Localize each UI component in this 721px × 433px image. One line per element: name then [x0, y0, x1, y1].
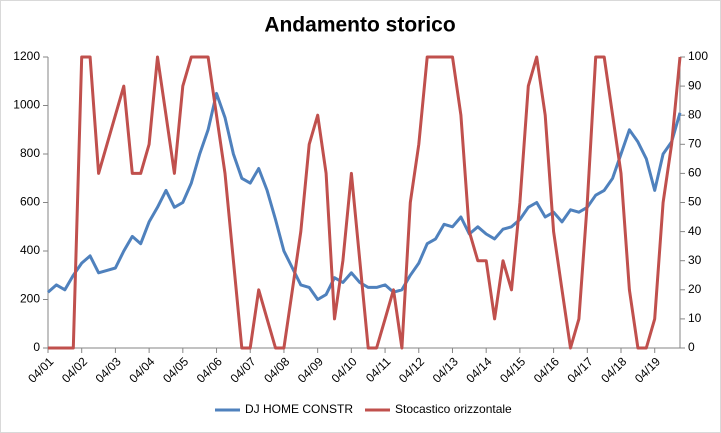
series-line: [48, 55, 682, 350]
chart-title: Andamento storico: [264, 14, 455, 37]
legend-label: Stocastico orizzontale: [395, 402, 512, 416]
series-line: [47, 91, 682, 301]
y2-tick-label: 90: [688, 78, 702, 92]
y-tick-label: 1000: [13, 98, 40, 112]
y-tick-label: 600: [20, 195, 40, 209]
y2-tick-label: 10: [688, 311, 702, 325]
y2-tick-label: 100: [688, 49, 708, 63]
y2-tick-label: 50: [688, 195, 702, 209]
y2-tick-label: 80: [688, 107, 702, 121]
y-tick-label: 200: [20, 292, 40, 306]
y2-tick-label: 70: [688, 136, 702, 150]
y-tick-label: 800: [20, 146, 40, 160]
y2-tick-label: 20: [688, 282, 702, 296]
y2-tick-label: 30: [688, 253, 702, 267]
legend-label: DJ HOME CONSTR: [245, 402, 353, 416]
y2-tick-label: 60: [688, 166, 702, 180]
y-tick-label: 400: [20, 243, 40, 257]
y-tick-label: 0: [33, 340, 40, 354]
y2-tick-label: 0: [688, 340, 695, 354]
y-tick-label: 1200: [13, 49, 40, 63]
y2-tick-label: 40: [688, 224, 702, 238]
